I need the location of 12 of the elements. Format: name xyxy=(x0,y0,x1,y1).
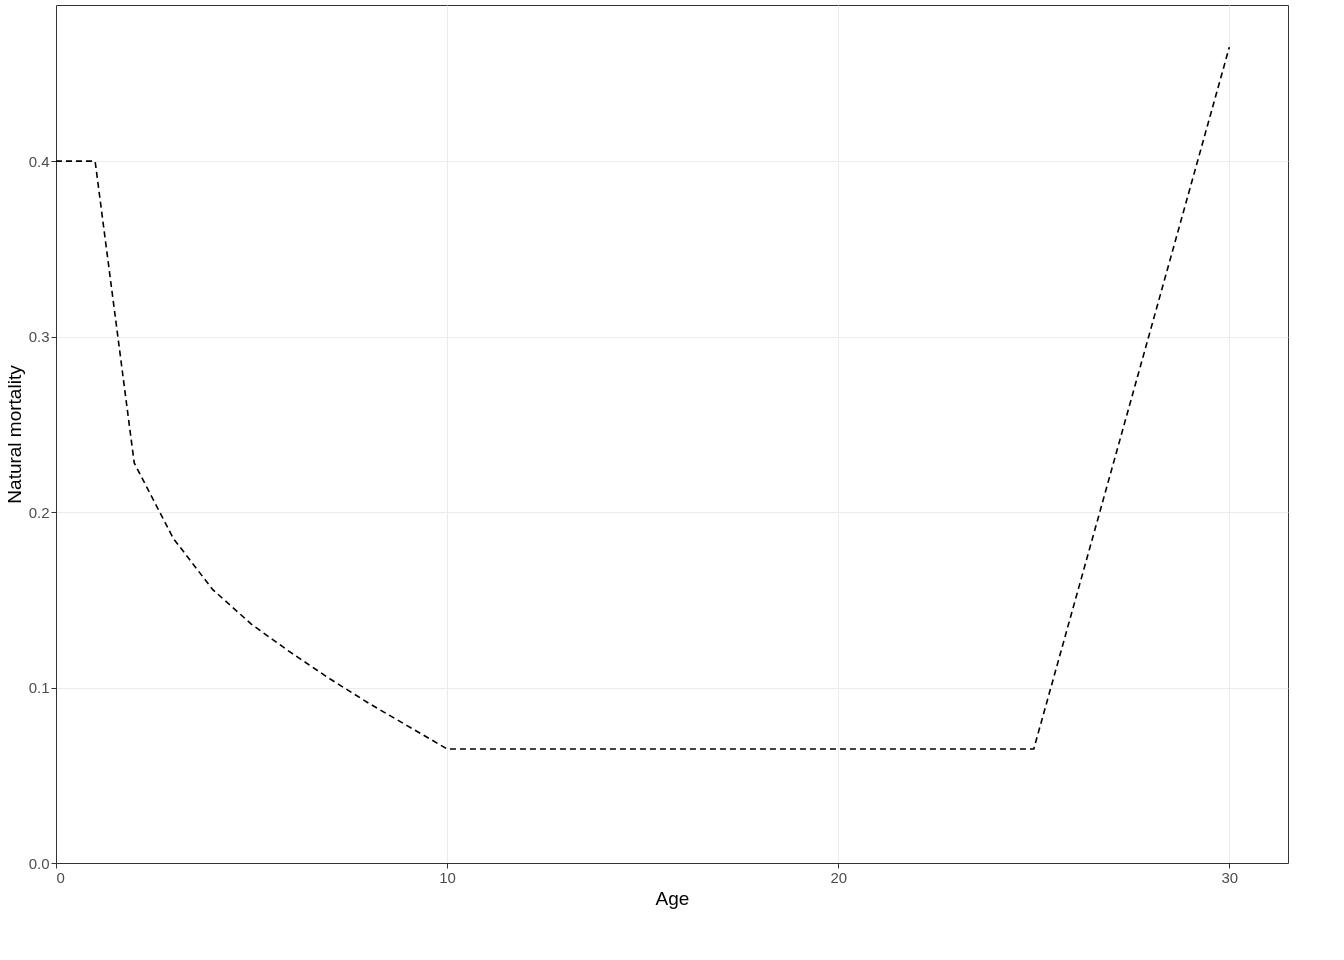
line-series xyxy=(55,46,1231,750)
y-tick-label: 0.0 xyxy=(28,854,50,872)
x-axis-title: Age xyxy=(655,887,690,909)
y-tick-label: 0.4 xyxy=(28,152,50,170)
y-tick-label: 0.2 xyxy=(28,503,50,521)
y-tick-label: 0.1 xyxy=(28,679,50,697)
x-tick-label: 20 xyxy=(830,868,848,886)
y-tick-label: 0.3 xyxy=(28,328,50,346)
x-tick-label: 30 xyxy=(1221,868,1239,886)
x-tick-label: 0 xyxy=(56,868,65,886)
x-tick-label: 10 xyxy=(439,868,456,886)
y-axis-title: Natural mortality xyxy=(3,364,25,504)
